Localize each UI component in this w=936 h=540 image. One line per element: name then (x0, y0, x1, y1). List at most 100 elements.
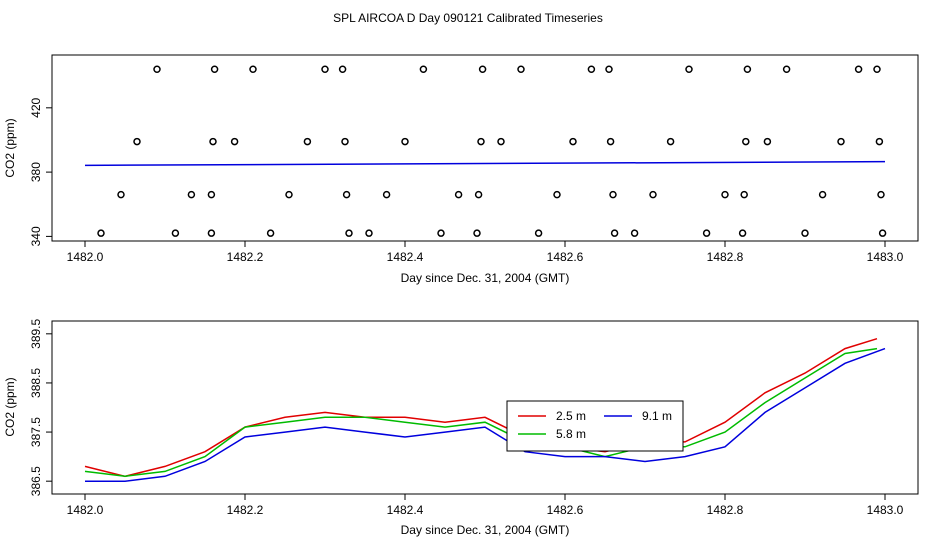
scatter-point (477, 137, 485, 146)
bottom-x-tick-label: 1482.6 (547, 503, 584, 517)
scatter-point (649, 190, 657, 199)
scatter-point (171, 229, 180, 237)
top-x-tick-label: 1483.0 (867, 250, 904, 264)
scatter-point (685, 65, 693, 73)
scatter-point (801, 229, 809, 237)
scatter-point (249, 65, 257, 73)
top-x-tick-label: 1482.8 (707, 250, 744, 264)
top-y-axis: 340 380 420 (29, 97, 52, 246)
scatter-point (878, 229, 887, 237)
scatter-point (837, 137, 845, 146)
top-x-tick-label: 1482.4 (387, 250, 424, 264)
scatter-point (266, 229, 275, 237)
scatter-point (763, 137, 772, 146)
series-line-9-1-m (85, 347, 886, 482)
scatter-point (782, 65, 791, 73)
top-x-tick-label: 1482.6 (547, 250, 584, 264)
bottom-panel: 1482.0 1482.2 1482.4 1482.6 1482.8 1483.0 386… (3, 318, 919, 537)
scatter-point (738, 229, 747, 237)
scatter-point (207, 229, 216, 237)
scatter-point (401, 137, 409, 146)
scatter-point (630, 229, 639, 237)
top-x-tick-label: 1482.2 (227, 250, 264, 264)
scatter-point (117, 190, 125, 199)
scatter-point (230, 137, 239, 146)
scatter-point (854, 65, 863, 73)
legend-label-2-5m: 2.5 m (556, 409, 586, 423)
scatter-point (818, 190, 827, 199)
scatter-point (743, 65, 752, 73)
top-plot-frame (51, 54, 919, 242)
scatter-point (517, 65, 525, 73)
scatter-point (153, 65, 161, 73)
scatter-point (666, 137, 675, 146)
bottom-y-axis: 386.5 387.5 388.5 389.5 (29, 318, 52, 496)
chart-title: SPL AIRCOA D Day 090121 Calibrated Times… (333, 11, 603, 25)
scatter-point (321, 65, 329, 73)
scatter-point (875, 137, 884, 146)
bottom-plot-frame (51, 320, 919, 495)
top-x-axis-label: Day since Dec. 31, 2004 (GMT) (401, 271, 570, 285)
bottom-y-tick-label: 388.5 (29, 368, 43, 398)
scatter-point (285, 190, 293, 199)
scatter-point (553, 190, 561, 199)
scatter-point (345, 229, 353, 237)
top-y-tick-label: 380 (29, 162, 43, 182)
scatter-point (210, 65, 219, 73)
scatter-point (497, 137, 505, 146)
scatter-point (437, 229, 445, 237)
top-y-tick-label: 340 (29, 226, 43, 246)
scatter-point (605, 65, 613, 73)
scatter-point (342, 190, 351, 199)
scatter-point (365, 229, 373, 237)
bottom-x-tick-label: 1482.2 (227, 503, 264, 517)
scatter-point (587, 65, 596, 73)
scatter-point (610, 229, 619, 237)
scatter-point (209, 137, 217, 146)
series-line-5-8-m (84, 347, 878, 478)
scatter-point (303, 137, 312, 146)
bottom-y-axis-label: CO2 (ppm) (3, 377, 17, 436)
scatter-point (569, 137, 577, 146)
scatter-point (382, 190, 391, 199)
scatter-point (877, 190, 885, 199)
top-data-marks (84, 65, 887, 237)
series-line-2-5-m (84, 337, 878, 478)
scatter-point (187, 190, 196, 199)
bottom-x-axis-label: Day since Dec. 31, 2004 (GMT) (401, 523, 570, 537)
scatter-point (338, 65, 347, 73)
scatter-point (474, 190, 483, 199)
scatter-point (740, 190, 748, 199)
top-y-axis-label: CO2 (ppm) (3, 118, 17, 177)
scatter-point (478, 65, 487, 73)
top-x-tick-label: 1482.0 (67, 250, 104, 264)
scatter-point (873, 65, 881, 73)
bottom-y-tick-label: 389.5 (29, 318, 43, 348)
scatter-point (454, 190, 463, 199)
top-y-tick-label: 420 (29, 97, 43, 117)
scatter-point (609, 190, 617, 199)
scatter-point (133, 137, 141, 146)
top-x-axis: 1482.0 1482.2 1482.4 1482.6 1482.8 1483.0 (67, 241, 904, 264)
legend-label-5-8m: 5.8 m (556, 427, 586, 441)
bottom-x-tick-label: 1482.4 (387, 503, 424, 517)
scatter-point (534, 229, 543, 237)
legend-label-9-1m: 9.1 m (642, 409, 672, 423)
scatter-point (419, 65, 428, 73)
bottom-x-axis: 1482.0 1482.2 1482.4 1482.6 1482.8 1483.0 (67, 494, 904, 517)
scatter-point (473, 229, 481, 237)
bottom-y-tick-label: 386.5 (29, 466, 43, 496)
scatter-point (207, 190, 216, 199)
bottom-x-tick-label: 1482.8 (707, 503, 744, 517)
bottom-x-tick-label: 1483.0 (867, 503, 904, 517)
legend-box (506, 400, 684, 452)
scatter-point (606, 137, 615, 146)
scatter-point (721, 190, 729, 199)
scatter-point (702, 229, 711, 237)
top-panel: 1482.0 1482.2 1482.4 1482.6 1482.8 1483.0 340… (3, 54, 919, 285)
bottom-x-tick-label: 1482.0 (67, 503, 104, 517)
legend: 2.5 m 9.1 m 5.8 m (506, 400, 684, 452)
bottom-data-marks (84, 337, 886, 482)
top-trend-line (84, 160, 886, 167)
